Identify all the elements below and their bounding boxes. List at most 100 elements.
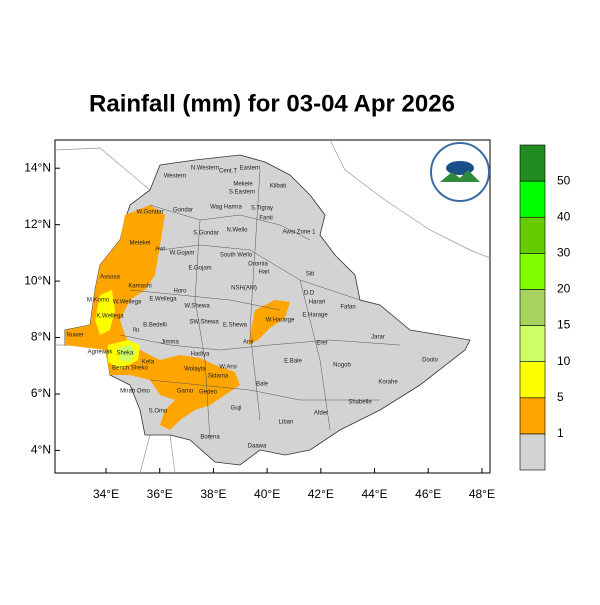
region-label: Siti	[306, 272, 314, 278]
region-label: Arsi	[243, 340, 253, 346]
region-label: Korahe	[378, 380, 398, 386]
x-tick-label: 40°E	[254, 487, 280, 501]
rain-1-5	[65, 205, 290, 430]
region-label: B.Bedelli	[143, 323, 167, 329]
region-label: Agnewak	[88, 350, 114, 356]
region-label: Borena	[200, 435, 220, 441]
colorbar-label: 40	[557, 209, 571, 223]
region-label: Mekele	[233, 182, 253, 188]
region-label: Fafan	[340, 305, 355, 311]
region-label: Horo	[173, 289, 187, 295]
y-tick-label: 4°N	[31, 443, 51, 457]
region-label: K.Wellega	[96, 314, 124, 320]
region-label: Nogob	[333, 363, 351, 369]
region-label: Wag Hamra	[210, 205, 242, 211]
region-label: M.Komo	[87, 298, 110, 304]
region-label: S.Omo	[149, 409, 168, 415]
colorbar-box	[519, 144, 546, 182]
region-label: NSH(AM)	[231, 286, 257, 292]
colorbar-label: 1	[557, 426, 564, 440]
region-label: Assosa	[100, 275, 120, 281]
rain-10-15	[118, 345, 136, 362]
region-label: Nuwer	[66, 333, 83, 339]
y-tick-label: 10°N	[24, 273, 51, 287]
region-label: Shabelle	[348, 400, 372, 406]
region-label: Awsi Zone 1	[283, 230, 317, 236]
colorbar-box	[519, 216, 546, 254]
region-label: Cent.T	[219, 169, 237, 175]
region-label: Bale	[256, 382, 269, 388]
region-label: SW.Shewa	[189, 320, 219, 326]
region-label: N.Western	[191, 166, 219, 172]
region-label: E.Wellega	[149, 297, 177, 303]
region-label: Ilu	[133, 328, 139, 334]
colorbar-label: 30	[557, 246, 571, 260]
x-tick-label: 42°E	[308, 487, 334, 501]
region-label: S.Eastern	[229, 190, 255, 196]
region-label: W.Arsi	[219, 365, 236, 371]
region-label: E.Gojam	[188, 266, 211, 272]
x-tick-label: 46°E	[415, 487, 441, 501]
colorbar-label: 5	[557, 390, 564, 404]
region-label: Doolo	[422, 358, 438, 364]
colorbar-box	[519, 397, 546, 435]
region-label: Guji	[231, 406, 242, 412]
region-label: Gamo	[177, 389, 194, 395]
region-label: W.Hararge	[266, 318, 295, 324]
region-label: E.Shewa	[223, 323, 248, 329]
y-tick-label: 12°N	[24, 217, 51, 231]
region-label: Erer	[316, 341, 327, 347]
colorbar-label: 50	[557, 173, 571, 187]
region-label: Oromia	[248, 262, 268, 268]
x-tick-label: 34°E	[93, 487, 119, 501]
region-label: Gedeo	[199, 390, 218, 396]
region-label: E.Bale	[284, 359, 302, 365]
colorbar-box	[519, 361, 546, 399]
region-label: W.Shewa	[184, 304, 210, 310]
colorbar-box	[519, 325, 546, 362]
region-label: Mirab Omo	[120, 389, 150, 395]
y-tick-label: 14°N	[24, 160, 51, 174]
zone-borders	[119, 169, 401, 441]
region-label: Jimma	[161, 340, 179, 346]
region-label: E.Harage	[302, 313, 328, 319]
region-label: Jarar	[371, 335, 385, 341]
colorbar-label: 15	[557, 318, 571, 332]
region-label: W.Gondar	[136, 210, 163, 216]
region-label: Bench Sheko	[112, 366, 148, 372]
colorbar-box	[519, 180, 546, 218]
region-label: Eastern	[240, 166, 261, 172]
region-label: Kilbati	[270, 184, 286, 190]
region-label: Western	[164, 174, 186, 180]
region-label: Sidama	[208, 374, 229, 380]
region-label: W.Wellega	[113, 300, 142, 306]
region-label: Harari	[309, 300, 325, 306]
region-label: S.Gondar	[193, 231, 219, 237]
x-tick-label: 38°E	[200, 487, 226, 501]
region-label: Wolayta	[184, 367, 206, 373]
region-label: Daawa	[248, 444, 267, 450]
region-label: Sheka	[116, 351, 134, 357]
region-label: Metekel	[129, 241, 150, 247]
x-tick-label: 44°E	[361, 487, 387, 501]
region-label: Fanti	[259, 216, 272, 222]
region-label: Gondar	[173, 208, 193, 214]
region-label: Kamashi	[128, 284, 151, 290]
colorbar-box	[519, 433, 546, 471]
region-label: Afder	[314, 411, 328, 417]
region-label: Hari	[258, 270, 269, 276]
region-label: S.Tigray	[251, 206, 273, 212]
y-tick-label: 6°N	[31, 386, 51, 400]
map-title: Rainfall (mm) for 03-04 Apr 2026	[89, 90, 455, 117]
colorbar-label: 10	[557, 354, 571, 368]
region-label: Awi	[155, 247, 165, 253]
colorbar-box	[519, 289, 546, 326]
region-label: Liban	[279, 420, 294, 426]
region-label: W.Gojam	[170, 251, 195, 257]
region-label: D.D	[304, 291, 315, 297]
x-tick-label: 48°E	[469, 487, 495, 501]
neighbours	[54, 139, 491, 474]
region-label: South Wello	[220, 253, 253, 259]
y-tick-label: 8°N	[31, 330, 51, 344]
